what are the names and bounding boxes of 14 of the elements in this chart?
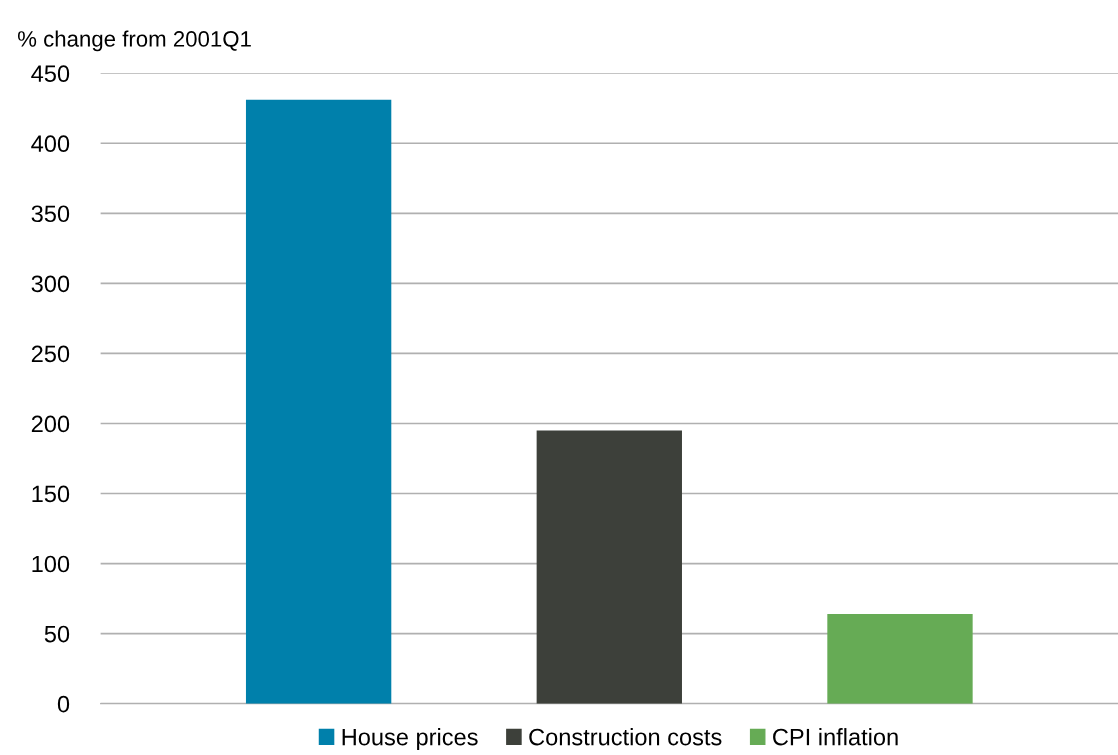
y-tick-label: 450 [31,65,70,83]
legend-label: Construction costs [529,728,722,746]
y-tick-label: 0 [57,695,70,713]
y-tick-label: 100 [32,555,70,573]
y-tick-label: 50 [44,625,70,643]
y-tick-label: 400 [31,135,70,153]
y-tick-label: 300 [31,275,70,293]
y-tick-label: 350 [31,205,70,223]
y-axis-title: % change from 2001Q1 [17,30,251,52]
y-tick-label: 200 [31,415,70,433]
legend-label: CPI inflation [773,728,898,746]
y-tick-label: 250 [31,345,70,363]
legend-label: House prices [342,728,478,751]
y-tick-label: 150 [32,485,70,503]
